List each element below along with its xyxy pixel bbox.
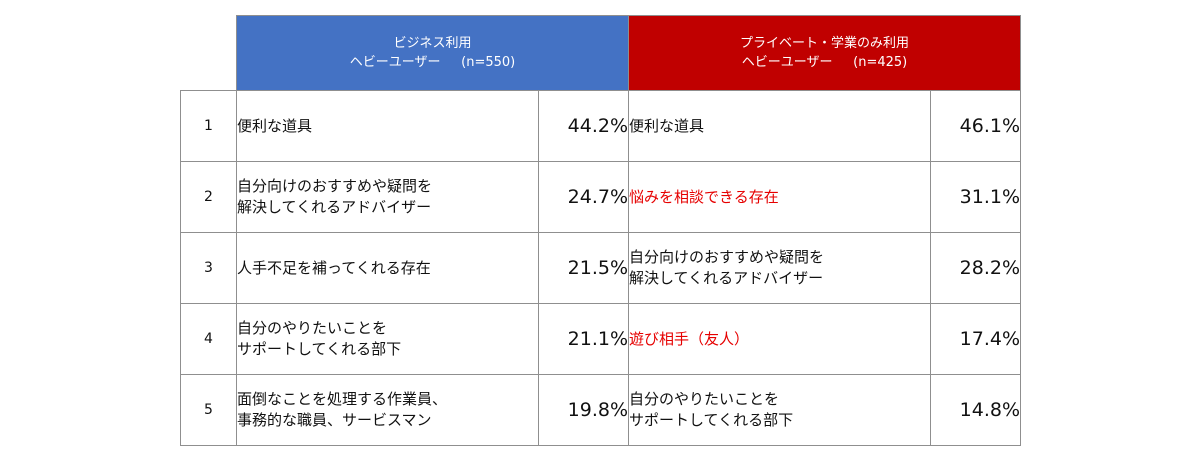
business-item-label-line: 自分向けのおすすめや疑問を	[237, 177, 433, 195]
private-item-label-line: 遊び相手（友人）	[629, 329, 750, 348]
private-header-line-1: プライベート・学業のみ利用	[740, 36, 910, 51]
business-item-label: 面倒なことを処理する作業員、 事務的な職員、サービスマン	[236, 374, 539, 446]
private-item-label-line: 自分向けのおすすめや疑問を	[629, 248, 825, 266]
business-item-percentage: 24.7%	[538, 161, 629, 233]
business-item-label-line: 事務的な職員、サービスマン	[237, 411, 432, 429]
business-item-percentage: 21.1%	[538, 303, 629, 375]
header-row: ビジネス利用 ヘビーユーザー (n=550) プライベート・学業のみ利用 ヘビー…	[181, 15, 1022, 91]
business-item-percentage: 44.2%	[538, 90, 629, 162]
rank-number: 4	[180, 303, 237, 375]
private-item-percentage: 14.8%	[929, 374, 1022, 446]
private-column-header: プライベート・学業のみ利用 ヘビーユーザー (n=425)	[627, 15, 1022, 91]
business-item-label: 自分向けのおすすめや疑問を 解決してくれるアドバイザー	[236, 161, 539, 233]
business-item-percentage: 21.5%	[538, 232, 629, 304]
private-header-line-2: ヘビーユーザー (n=425)	[741, 55, 908, 70]
private-item-label: 便利な道具	[628, 90, 931, 162]
business-item-label-line: 解決してくれるアドバイザー	[237, 198, 432, 216]
business-item-label: 人手不足を補ってくれる存在	[236, 232, 539, 304]
rank-number: 2	[180, 161, 237, 233]
business-item-label-line: 自分のやりたいことを	[237, 319, 388, 337]
rank-number: 1	[180, 90, 237, 162]
private-item-label-line: 便利な道具	[629, 116, 705, 135]
table-row: 4 自分のやりたいことを サポートしてくれる部下 21.1% 遊び相手（友人） 17.4%	[180, 303, 1022, 375]
table-row: 1 便利な道具 44.2% 便利な道具 46.1%	[180, 90, 1022, 162]
private-item-label: 自分向けのおすすめや疑問を 解決してくれるアドバイザー	[628, 232, 931, 304]
private-item-label-line: サポートしてくれる部下	[629, 411, 794, 429]
rank-number: 5	[180, 374, 237, 446]
private-item-percentage: 17.4%	[929, 303, 1022, 375]
private-item-label-line: 自分のやりたいことを	[629, 390, 780, 408]
header-corner	[181, 16, 237, 91]
business-item-percentage: 19.8%	[538, 374, 629, 446]
private-item-percentage: 46.1%	[929, 90, 1022, 162]
private-item-label-line: 悩みを相談できる存在	[629, 187, 779, 206]
private-item-label: 悩みを相談できる存在	[628, 161, 931, 233]
private-item-percentage: 31.1%	[929, 161, 1022, 233]
business-item-label-line: 人手不足を補ってくれる存在	[237, 258, 431, 277]
business-header-line-2: ヘビーユーザー (n=550)	[349, 55, 516, 70]
business-item-label-line: サポートしてくれる部下	[237, 340, 402, 358]
private-item-label-line: 解決してくれるアドバイザー	[629, 269, 824, 287]
table-row: 2 自分向けのおすすめや疑問を 解決してくれるアドバイザー 24.7% 悩みを相談できる…	[180, 161, 1022, 233]
rank-number: 3	[180, 232, 237, 304]
private-item-label: 遊び相手（友人）	[628, 303, 931, 375]
business-item-label: 自分のやりたいことを サポートしてくれる部下	[236, 303, 539, 375]
business-item-label-line: 便利な道具	[237, 116, 313, 135]
private-item-percentage: 28.2%	[929, 232, 1022, 304]
ranking-table: ビジネス利用 ヘビーユーザー (n=550) プライベート・学業のみ利用 ヘビー…	[180, 15, 1022, 446]
table-row: 3 人手不足を補ってくれる存在 21.5% 自分向けのおすすめや疑問を 解決してくれるア…	[180, 232, 1022, 304]
business-item-label-line: 面倒なことを処理する作業員、	[237, 390, 448, 408]
private-item-label: 自分のやりたいことを サポートしてくれる部下	[628, 374, 931, 446]
table-row: 5 面倒なことを処理する作業員、 事務的な職員、サービスマン 19.8% 自分のやりたい…	[180, 374, 1022, 446]
business-item-label: 便利な道具	[236, 90, 539, 162]
business-header-line-1: ビジネス利用	[393, 36, 472, 51]
business-column-header: ビジネス利用 ヘビーユーザー (n=550)	[236, 15, 629, 91]
